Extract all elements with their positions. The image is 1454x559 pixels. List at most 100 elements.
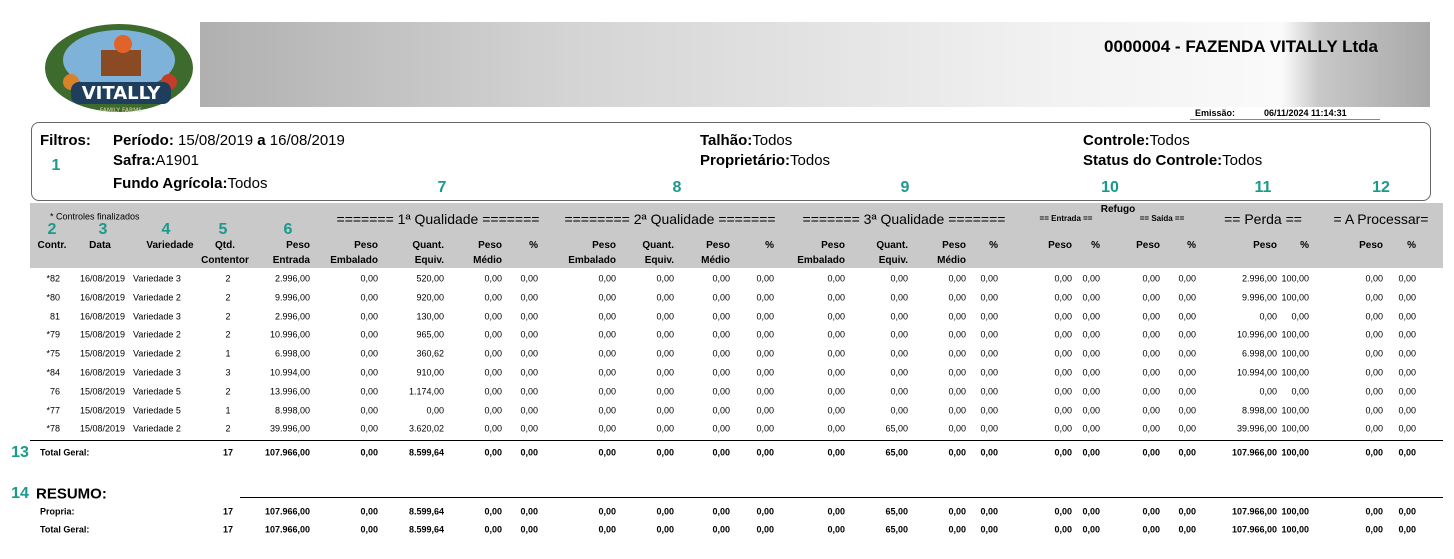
summary-cell: 0,00 bbox=[827, 524, 845, 535]
cell: 0,00 bbox=[520, 405, 538, 416]
total-rule bbox=[30, 440, 1443, 441]
cell: 0,00 bbox=[756, 348, 774, 359]
summary-cell: 0,00 bbox=[1054, 506, 1072, 517]
cell: 0,00 bbox=[598, 348, 616, 359]
cell: 10.994,00 bbox=[1236, 367, 1277, 378]
cell: 0,00 bbox=[712, 273, 730, 284]
annotation-marker: 5 bbox=[218, 221, 228, 238]
column-header: Médio bbox=[473, 255, 502, 266]
cell: 100,00 bbox=[1281, 367, 1309, 378]
emission-label: Emissão: bbox=[1195, 108, 1236, 118]
filter-safra: Safra:A1901 bbox=[113, 152, 199, 169]
summary-cell: 0,00 bbox=[712, 524, 730, 535]
cell: 0,00 bbox=[520, 367, 538, 378]
table-header-band bbox=[30, 203, 1443, 268]
cell: 0,00 bbox=[656, 386, 674, 397]
cell: 0,00 bbox=[712, 348, 730, 359]
summary-cell: 65,00 bbox=[885, 524, 908, 535]
cell: 0,00 bbox=[656, 329, 674, 340]
annotation-marker: 11 bbox=[1254, 179, 1272, 196]
cell: 0,00 bbox=[1054, 273, 1072, 284]
summary-cell: 0,00 bbox=[1082, 524, 1100, 535]
total-cell: 0,00 bbox=[980, 447, 998, 458]
column-header: Data bbox=[89, 240, 111, 251]
cell: 0,00 bbox=[656, 292, 674, 303]
cell: 10.996,00 bbox=[269, 329, 310, 340]
cell: 0,00 bbox=[712, 311, 730, 322]
column-header: Peso bbox=[1136, 240, 1160, 251]
cell: 0,00 bbox=[1054, 386, 1072, 397]
header-rule bbox=[1190, 119, 1380, 120]
cell: 0,00 bbox=[1082, 423, 1100, 434]
filter-text: Todos bbox=[1222, 152, 1263, 169]
cell: 0,00 bbox=[980, 405, 998, 416]
cell: 0,00 bbox=[484, 405, 502, 416]
cell: 0,00 bbox=[1178, 292, 1196, 303]
logo-text: VITALLY bbox=[82, 83, 162, 104]
summary-cell: 0,00 bbox=[1398, 506, 1416, 517]
cell: 0,00 bbox=[756, 292, 774, 303]
summary-cell: 0,00 bbox=[656, 506, 674, 517]
column-header: Peso bbox=[592, 240, 616, 251]
cell: 0,00 bbox=[1142, 329, 1160, 340]
cell: 10.994,00 bbox=[269, 367, 310, 378]
cell: 65,00 bbox=[885, 423, 908, 434]
summary-cell: 0,00 bbox=[1178, 524, 1196, 535]
cell: 0,00 bbox=[1178, 311, 1196, 322]
cell: 0,00 bbox=[426, 405, 444, 416]
cell: *82 bbox=[46, 273, 60, 284]
cell: 0,00 bbox=[1365, 329, 1383, 340]
cell: 2 bbox=[225, 386, 231, 397]
cell: 0,00 bbox=[1054, 311, 1072, 322]
column-header: % bbox=[1407, 240, 1416, 251]
annotation-marker: 9 bbox=[900, 179, 910, 196]
group-header: == Saída == bbox=[1139, 214, 1185, 223]
cell: 0,00 bbox=[827, 367, 845, 378]
cell: 0,00 bbox=[890, 311, 908, 322]
cell: 0,00 bbox=[1082, 348, 1100, 359]
cell: 0,00 bbox=[712, 329, 730, 340]
cell: 8.998,00 bbox=[274, 405, 310, 416]
cell: 920,00 bbox=[416, 292, 444, 303]
annotation-marker: 7 bbox=[437, 179, 447, 196]
cell: 100,00 bbox=[1281, 348, 1309, 359]
cell: 0,00 bbox=[1365, 348, 1383, 359]
summary-cell: 0,00 bbox=[484, 524, 502, 535]
cell: 0,00 bbox=[890, 329, 908, 340]
cell: 0,00 bbox=[1365, 405, 1383, 416]
group-header: == Perda == bbox=[1224, 211, 1302, 227]
column-header: Equiv. bbox=[414, 255, 444, 266]
cell: 0,00 bbox=[712, 423, 730, 434]
cell: 0,00 bbox=[598, 386, 616, 397]
cell: 2 bbox=[225, 273, 231, 284]
total-cell: 0,00 bbox=[948, 447, 966, 458]
logo-subtext: FAMILY FARMS bbox=[100, 107, 142, 114]
cell: 0,00 bbox=[827, 311, 845, 322]
cell: 2 bbox=[225, 292, 231, 303]
column-header: Peso bbox=[354, 240, 378, 251]
cell: 39.996,00 bbox=[1236, 423, 1277, 434]
cell: 0,00 bbox=[1178, 348, 1196, 359]
cell: 100,00 bbox=[1281, 423, 1309, 434]
cell: 0,00 bbox=[890, 367, 908, 378]
cell: 0,00 bbox=[980, 423, 998, 434]
note: * Controles finalizados bbox=[50, 211, 140, 222]
filter-text: Todos bbox=[227, 175, 268, 192]
cell: 0,00 bbox=[1398, 329, 1416, 340]
summary-cell: 8.599,64 bbox=[408, 524, 444, 535]
cell: 0,00 bbox=[360, 386, 378, 397]
cell: 0,00 bbox=[756, 329, 774, 340]
total-cell: 107.966,00 bbox=[1231, 447, 1277, 458]
cell: 15/08/2019 bbox=[80, 348, 126, 359]
cell: 0,00 bbox=[980, 292, 998, 303]
cell: 9.996,00 bbox=[274, 292, 310, 303]
cell: 0,00 bbox=[1178, 423, 1196, 434]
summary-cell: 0,00 bbox=[1365, 506, 1383, 517]
cell: 2 bbox=[225, 423, 231, 434]
cell: 0,00 bbox=[948, 348, 966, 359]
cell: 0,00 bbox=[1291, 386, 1309, 397]
column-header: Peso bbox=[1359, 240, 1383, 251]
summary-cell: 65,00 bbox=[885, 506, 908, 517]
cell: Variedade 5 bbox=[133, 405, 181, 416]
column-header: % bbox=[1091, 240, 1100, 251]
